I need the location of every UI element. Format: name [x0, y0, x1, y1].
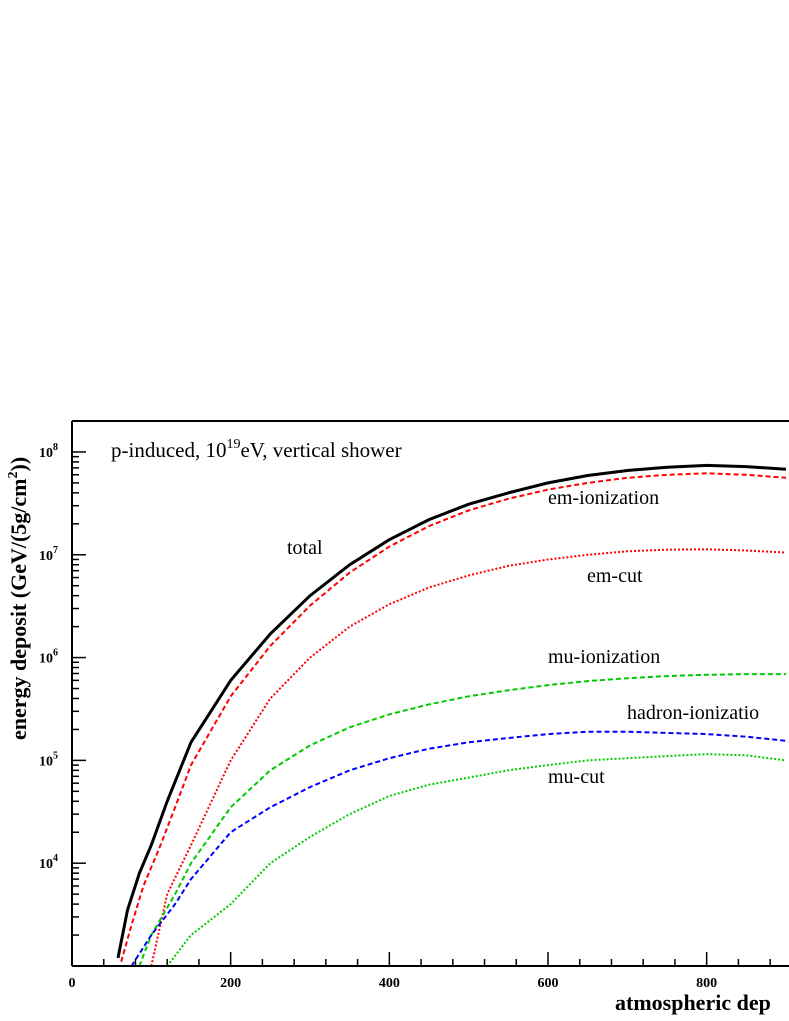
label-total: total	[287, 537, 323, 559]
series-line-mu-ionization	[138, 673, 786, 966]
y-tick-label: 108	[39, 442, 58, 461]
label-em-cut: em-cut	[587, 565, 643, 587]
series-line-mu-cut	[166, 753, 787, 966]
series-line-hadron-ionizatio	[130, 730, 787, 966]
x-tick-label: 200	[220, 976, 241, 991]
series-line-em-cut	[150, 548, 787, 966]
label-em-ionization: em-ionization	[548, 487, 659, 509]
label-mu-ionization: mu-ionization	[548, 646, 660, 668]
label-hadron-ionizatio: hadron-ionizatio	[627, 702, 759, 724]
label-mu-cut: mu-cut	[548, 766, 605, 788]
x-tick-label: 800	[696, 976, 717, 991]
chart-title: p-induced, 1019eV, vertical shower	[111, 437, 402, 462]
y-tick-label: 106	[39, 648, 58, 667]
x-tick-label: 400	[379, 976, 400, 991]
y-tick-label: 104	[39, 853, 58, 872]
series-line-em-ionization	[120, 472, 787, 962]
x-axis-title: atmospheric dep	[615, 990, 771, 1015]
x-tick-label: 0	[69, 976, 76, 991]
axes-layer: 0 200 400 600 800 104 105 106 107 108	[39, 420, 789, 991]
y-axis-title: energy deposit (GeV/(5g/cm2))	[6, 457, 31, 740]
series-layer	[116, 463, 787, 966]
y-tick-label: 107	[39, 545, 58, 564]
y-tick-label: 105	[39, 750, 58, 769]
x-tick-label: 600	[538, 976, 559, 991]
series-line-total	[116, 463, 787, 959]
